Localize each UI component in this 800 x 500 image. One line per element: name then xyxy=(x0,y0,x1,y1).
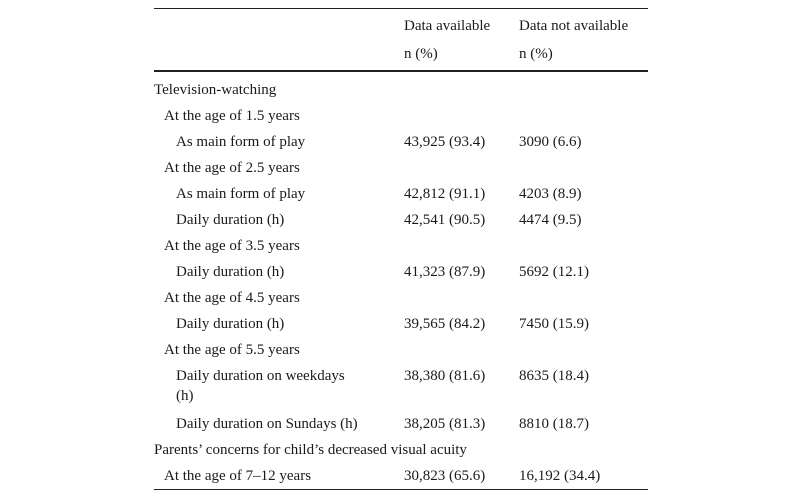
row-label: At the age of 1.5 years xyxy=(164,107,300,124)
cell-data-available: 42,812 (91.1) xyxy=(404,185,486,202)
cell-data-available: 38,380 (81.6) xyxy=(404,367,486,384)
row-label: At the age of 7–12 years xyxy=(164,467,312,484)
cell-data-available: 38,205 (81.3) xyxy=(404,415,486,432)
table-header: Data available n (%) Data not available … xyxy=(154,9,648,70)
row-label: At the age of 5.5 years xyxy=(164,341,300,358)
cell-data-not-available: 4474 (9.5) xyxy=(519,211,582,228)
header-col1-unit: n (%) xyxy=(404,46,438,63)
cell-data-not-available: 16,192 (34.4) xyxy=(519,467,601,484)
cell-data-not-available: 4203 (8.9) xyxy=(519,185,582,202)
row-label: Television-watching xyxy=(154,81,277,98)
cell-data-not-available: 8635 (18.4) xyxy=(519,367,589,384)
row-label: At the age of 2.5 years xyxy=(164,159,300,176)
cell-data-available: 39,565 (84.2) xyxy=(404,315,486,332)
row-label: Parents’ concerns for child’s decreased … xyxy=(154,441,467,458)
header-rule xyxy=(154,70,648,72)
row-label: Daily duration on weekdays xyxy=(176,367,345,384)
cell-data-not-available: 5692 (12.1) xyxy=(519,263,589,280)
row-label: Daily duration (h) xyxy=(176,315,285,332)
row-label: Daily duration on Sundays (h) xyxy=(176,415,358,432)
row-label-continuation: (h) xyxy=(176,387,194,404)
cell-data-not-available: 8810 (18.7) xyxy=(519,415,589,432)
cell-data-available: 43,925 (93.4) xyxy=(404,133,486,150)
top-rule xyxy=(154,8,648,10)
row-label: Daily duration (h) xyxy=(176,263,285,280)
row-label: At the age of 4.5 years xyxy=(164,289,300,306)
cell-data-available: 41,323 (87.9) xyxy=(404,263,486,280)
header-col2-title: Data not available xyxy=(519,18,629,35)
row-label: As main form of play xyxy=(176,133,306,150)
table-body: Television-watching At the age of 1.5 yea… xyxy=(154,72,648,489)
row-label: As main form of play xyxy=(176,185,306,202)
header-col2-unit: n (%) xyxy=(519,46,553,63)
row-label: Daily duration (h) xyxy=(176,211,285,228)
bottom-rule xyxy=(154,488,648,491)
cell-data-available: 30,823 (65.6) xyxy=(404,467,486,484)
cell-data-not-available: 7450 (15.9) xyxy=(519,315,589,332)
data-availability-table: Data available n (%) Data not available … xyxy=(154,8,648,491)
cell-data-not-available: 3090 (6.6) xyxy=(519,133,582,150)
row-label: At the age of 3.5 years xyxy=(164,237,300,254)
cell-data-available: 42,541 (90.5) xyxy=(404,211,486,228)
header-col1-title: Data available xyxy=(404,18,491,35)
